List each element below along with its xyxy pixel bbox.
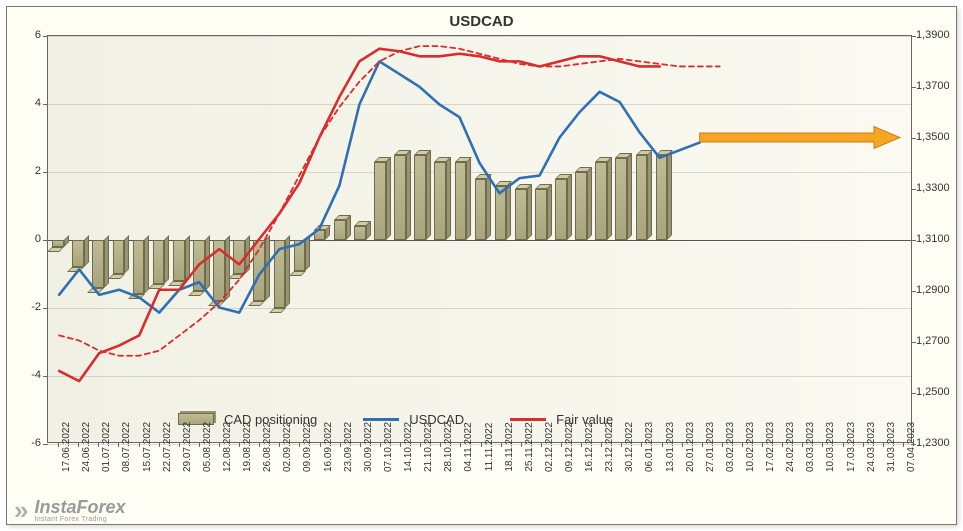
xtick: 02.12.2022 <box>544 422 555 472</box>
xtick: 17.03.2023 <box>846 422 857 472</box>
ytick-left: 2 <box>35 165 41 177</box>
xtick: 05.08.2022 <box>202 422 213 472</box>
xtick: 03.02.2023 <box>725 422 736 472</box>
xtick: 27.01.2023 <box>705 422 716 472</box>
line-fair-value <box>59 49 660 381</box>
xtick: 07.04.2023 <box>906 422 917 472</box>
ytick-left: -2 <box>31 301 41 313</box>
brand-logo: » InstaForex Instant Forex Trading <box>14 498 126 523</box>
ytick-right: 1,3100 <box>916 233 950 245</box>
xtick: 17.06.2022 <box>61 422 72 472</box>
xtick: 30.09.2022 <box>363 422 374 472</box>
xtick: 10.03.2023 <box>825 422 836 472</box>
legend-swatch-usdcad <box>363 418 399 421</box>
xtick: 24.03.2023 <box>866 422 877 472</box>
xtick: 04.11.2022 <box>463 422 474 471</box>
xtick: 16.09.2022 <box>323 422 334 472</box>
chart-container: USDCAD -6 -4 -2 0 2 4 6 1,2300 1,2500 1,2700 1,29… <box>6 6 957 525</box>
xtick: 15.07.2022 <box>142 422 153 472</box>
plot-area: CAD positioning USDCAD Fair value <box>47 35 912 443</box>
xtick: 11.11.2022 <box>484 423 495 472</box>
xtick: 22.07.2022 <box>162 422 173 472</box>
y-axis-left: -6-4-20246 <box>7 35 45 443</box>
logo-sub: Instant Forex Trading <box>34 516 125 523</box>
ytick-right: 1,3500 <box>916 131 950 143</box>
ytick-left: 6 <box>35 29 41 41</box>
xtick: 14.10.2022 <box>403 422 414 472</box>
line-series <box>48 36 911 442</box>
xtick: 13.01.2023 <box>665 422 676 472</box>
xtick: 31.03.2023 <box>886 422 897 472</box>
xtick: 01.07.2022 <box>101 422 112 472</box>
xtick: 17.02.2023 <box>765 422 776 472</box>
xtick: 23.09.2022 <box>343 422 354 472</box>
xtick: 03.03.2023 <box>805 422 816 472</box>
xtick: 25.11.2022 <box>524 422 535 471</box>
xtick: 21.10.2022 <box>423 422 434 472</box>
line-fair-value-proj- <box>59 46 720 356</box>
ytick-right: 1,2900 <box>916 284 950 296</box>
ytick-right: 1,3300 <box>916 182 950 194</box>
ytick-right: 1,2300 <box>916 437 950 449</box>
ytick-left: -6 <box>31 437 41 449</box>
xtick: 24.06.2022 <box>81 422 92 472</box>
forecast-arrow-icon <box>700 127 900 149</box>
y-axis-right: 1,23001,25001,27001,29001,31001,33001,35… <box>912 35 956 443</box>
ytick-left: 0 <box>35 233 41 245</box>
xtick: 26.08.2022 <box>262 422 273 472</box>
xtick: 12.08.2022 <box>222 422 233 472</box>
ytick-left: 4 <box>35 97 41 109</box>
legend-swatch-fairvalue <box>510 418 546 421</box>
xtick: 02.09.2022 <box>282 422 293 472</box>
xtick: 23.12.2022 <box>604 422 615 472</box>
xtick: 18.11.2022 <box>504 422 515 471</box>
xtick: 24.02.2023 <box>785 422 796 472</box>
xtick: 10.02.2023 <box>745 422 756 472</box>
xtick: 16.12.2022 <box>584 422 595 472</box>
xtick: 09.12.2022 <box>564 422 575 472</box>
ytick-right: 1,3700 <box>916 80 950 92</box>
logo-chevron-icon: » <box>14 500 28 521</box>
chart-title: USDCAD <box>7 13 956 30</box>
xtick: 09.09.2022 <box>302 422 313 472</box>
xtick: 29.07.2022 <box>182 422 193 472</box>
xtick: 28.10.2022 <box>443 422 454 472</box>
xtick: 06.01.2023 <box>644 422 655 472</box>
ytick-right: 1,3900 <box>916 29 950 41</box>
legend-label-usdcad: USDCAD <box>409 412 464 427</box>
xtick: 20.01.2023 <box>685 422 696 472</box>
x-axis: 17.06.202224.06.202201.07.202208.07.2022… <box>47 443 912 523</box>
ytick-right: 1,2500 <box>916 386 950 398</box>
line-usdcad <box>59 61 700 312</box>
xtick: 08.07.2022 <box>121 422 132 472</box>
xtick: 30.12.2022 <box>624 422 635 472</box>
ytick-right: 1,2700 <box>916 335 950 347</box>
logo-main: InstaForex <box>34 498 125 516</box>
xtick: 19.08.2022 <box>242 422 253 472</box>
xtick: 07.10.2022 <box>383 422 394 472</box>
ytick-left: -4 <box>31 369 41 381</box>
